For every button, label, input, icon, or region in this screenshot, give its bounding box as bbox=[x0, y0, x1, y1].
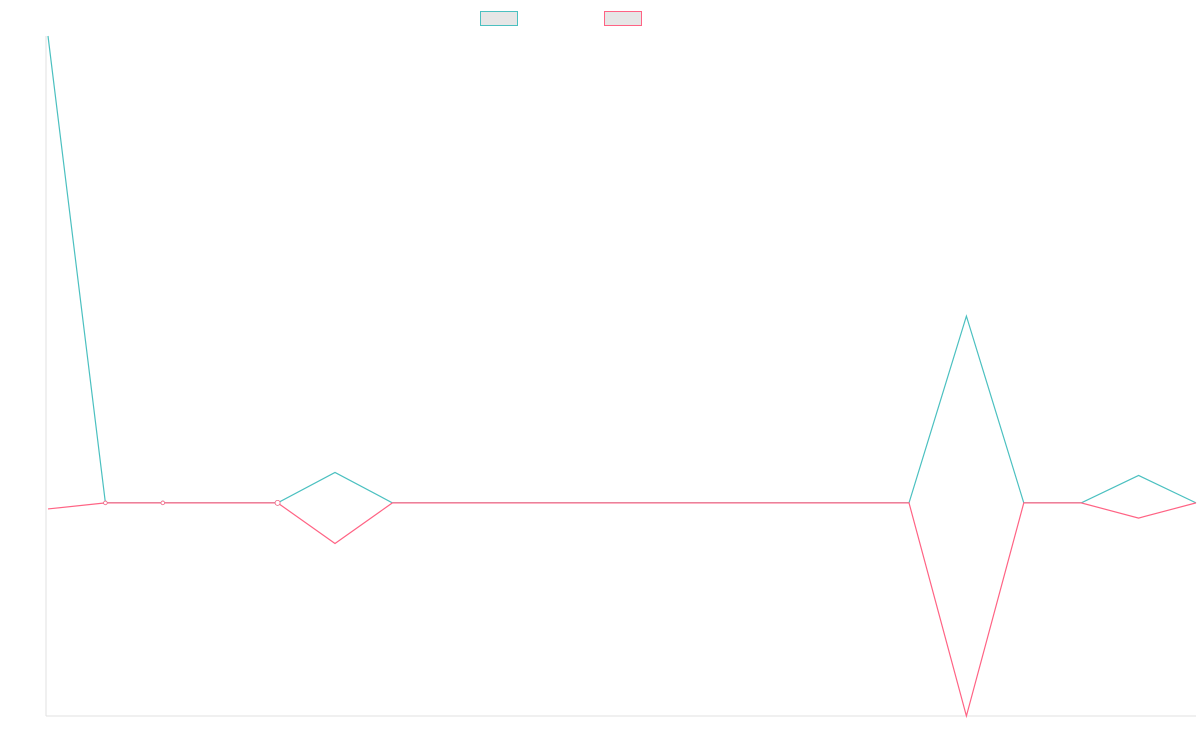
data-point-series-2-2[interactable] bbox=[160, 500, 165, 506]
series-line-1 bbox=[47, 35, 1197, 504]
legend bbox=[0, 9, 1200, 27]
data-point-series-2-4[interactable] bbox=[274, 499, 281, 506]
legend-swatch-series-2 bbox=[604, 10, 642, 26]
legend-swatch-series-1 bbox=[480, 10, 518, 26]
series-line-2 bbox=[47, 502, 1197, 719]
data-point-series-2-1[interactable] bbox=[103, 500, 108, 506]
legend-item-series-2[interactable] bbox=[604, 9, 642, 27]
legend-item-series-1[interactable] bbox=[480, 9, 518, 27]
